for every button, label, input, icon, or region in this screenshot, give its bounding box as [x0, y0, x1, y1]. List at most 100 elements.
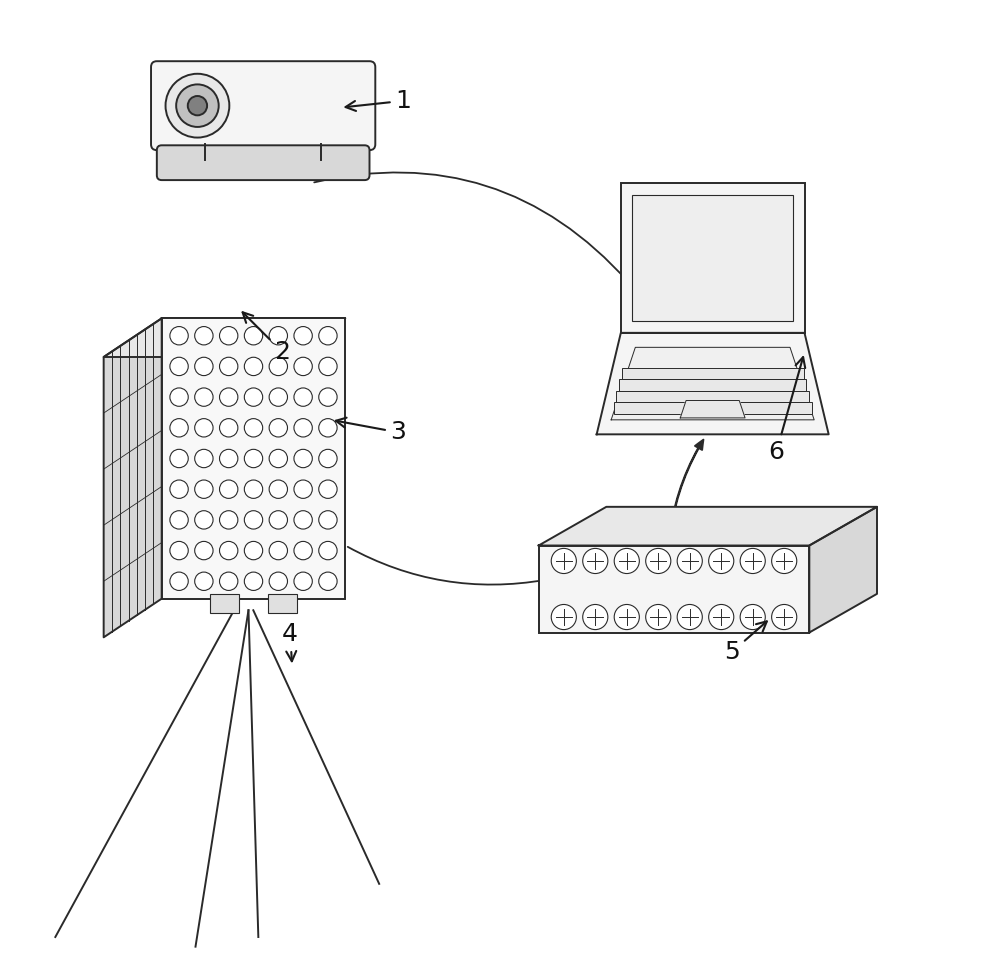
- Circle shape: [269, 572, 287, 591]
- FancyArrowPatch shape: [314, 173, 629, 283]
- Circle shape: [244, 541, 263, 560]
- Bar: [619, 379, 806, 391]
- Circle shape: [170, 480, 188, 498]
- Polygon shape: [104, 318, 162, 638]
- Circle shape: [319, 327, 337, 345]
- Polygon shape: [611, 347, 814, 420]
- Circle shape: [294, 357, 312, 375]
- Circle shape: [614, 604, 639, 630]
- Circle shape: [294, 541, 312, 560]
- Circle shape: [166, 74, 229, 137]
- Circle shape: [195, 449, 213, 468]
- Circle shape: [220, 449, 238, 468]
- Circle shape: [220, 418, 238, 437]
- Circle shape: [269, 480, 287, 498]
- Circle shape: [646, 604, 671, 630]
- Circle shape: [244, 357, 263, 375]
- Circle shape: [269, 541, 287, 560]
- FancyArrowPatch shape: [348, 547, 546, 585]
- Circle shape: [319, 480, 337, 498]
- Circle shape: [195, 541, 213, 560]
- Circle shape: [319, 418, 337, 437]
- Circle shape: [294, 388, 312, 407]
- Circle shape: [294, 449, 312, 468]
- Circle shape: [294, 327, 312, 345]
- Circle shape: [319, 357, 337, 375]
- Polygon shape: [104, 318, 345, 357]
- Circle shape: [677, 548, 702, 573]
- Circle shape: [170, 449, 188, 468]
- Circle shape: [709, 604, 734, 630]
- Circle shape: [220, 388, 238, 407]
- Circle shape: [740, 548, 765, 573]
- Circle shape: [195, 327, 213, 345]
- Circle shape: [195, 418, 213, 437]
- Circle shape: [319, 541, 337, 560]
- Polygon shape: [539, 507, 877, 545]
- Circle shape: [244, 418, 263, 437]
- Bar: [632, 195, 793, 321]
- Circle shape: [677, 604, 702, 630]
- Circle shape: [294, 480, 312, 498]
- Circle shape: [269, 449, 287, 468]
- Circle shape: [220, 541, 238, 560]
- Polygon shape: [680, 401, 745, 418]
- FancyArrowPatch shape: [669, 440, 703, 540]
- FancyBboxPatch shape: [151, 61, 375, 150]
- Circle shape: [244, 480, 263, 498]
- Circle shape: [244, 572, 263, 591]
- Polygon shape: [597, 332, 829, 434]
- Circle shape: [772, 548, 797, 573]
- Circle shape: [220, 572, 238, 591]
- Bar: [621, 183, 804, 332]
- Circle shape: [269, 511, 287, 529]
- Circle shape: [269, 327, 287, 345]
- Circle shape: [709, 548, 734, 573]
- Text: 5: 5: [724, 621, 767, 664]
- Circle shape: [188, 96, 207, 115]
- Text: 2: 2: [243, 312, 291, 365]
- Circle shape: [269, 357, 287, 375]
- Circle shape: [319, 572, 337, 591]
- Circle shape: [195, 388, 213, 407]
- FancyBboxPatch shape: [157, 145, 370, 180]
- Circle shape: [176, 85, 219, 127]
- Circle shape: [269, 388, 287, 407]
- Circle shape: [740, 604, 765, 630]
- Circle shape: [220, 327, 238, 345]
- Text: 4: 4: [282, 622, 298, 661]
- Circle shape: [170, 511, 188, 529]
- Circle shape: [244, 327, 263, 345]
- Text: 6: 6: [768, 357, 805, 464]
- Bar: [614, 403, 812, 414]
- Text: 1: 1: [346, 89, 411, 113]
- Circle shape: [170, 357, 188, 375]
- Circle shape: [170, 572, 188, 591]
- Circle shape: [244, 449, 263, 468]
- Circle shape: [319, 449, 337, 468]
- Circle shape: [614, 548, 639, 573]
- Circle shape: [294, 511, 312, 529]
- Bar: [622, 368, 804, 379]
- Polygon shape: [809, 507, 877, 633]
- Circle shape: [170, 418, 188, 437]
- Circle shape: [220, 357, 238, 375]
- Circle shape: [170, 541, 188, 560]
- Bar: [616, 391, 809, 403]
- Circle shape: [244, 388, 263, 407]
- Circle shape: [772, 604, 797, 630]
- Circle shape: [269, 418, 287, 437]
- Circle shape: [583, 548, 608, 573]
- Circle shape: [195, 357, 213, 375]
- Circle shape: [646, 548, 671, 573]
- Bar: [210, 594, 239, 613]
- Circle shape: [170, 388, 188, 407]
- Circle shape: [583, 604, 608, 630]
- Circle shape: [195, 572, 213, 591]
- Circle shape: [170, 327, 188, 345]
- Circle shape: [220, 480, 238, 498]
- Circle shape: [294, 418, 312, 437]
- Circle shape: [319, 511, 337, 529]
- Circle shape: [220, 511, 238, 529]
- Circle shape: [244, 511, 263, 529]
